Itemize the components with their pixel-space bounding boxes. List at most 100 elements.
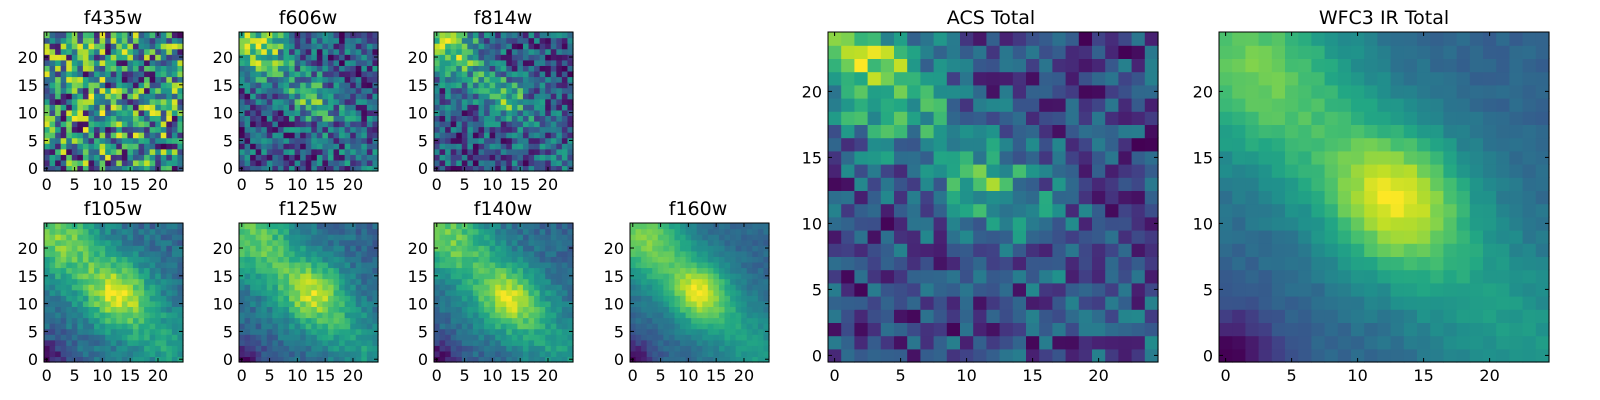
heatmap-cell [735,245,742,252]
heatmap-cell [244,350,251,358]
heatmap-cell [127,311,134,319]
heatmap-cell [239,306,246,313]
heatmap-cell [545,132,552,139]
heatmap-cell [495,256,502,263]
heatmap-cell [105,289,112,296]
heatmap-cell [99,334,106,341]
heatmap-cell [171,70,179,78]
heatmap-cell [707,256,714,263]
heatmap-cell [300,239,307,246]
heatmap-cell [250,273,257,280]
heatmap-cell [244,109,251,116]
heatmap-cell [121,104,128,111]
heatmap-cell [539,345,546,352]
heatmap-cell [445,289,452,296]
heatmap-cell [439,295,446,302]
heatmap-cell [239,159,246,167]
heatmap-cell [244,228,251,235]
heatmap-cell [484,267,491,274]
heatmap-cell [561,300,569,307]
heatmap-cell [77,132,84,139]
heatmap-cell [517,65,524,72]
heatmap-cell [272,70,279,78]
heatmap-cell [294,54,301,61]
heatmap-cell [322,98,329,105]
heatmap-cell [149,245,156,252]
heatmap-cell [550,37,557,44]
heatmap-cell [116,223,123,230]
heatmap-cell [99,256,106,263]
heatmap-cell [244,82,251,89]
heatmap-cell [350,239,357,246]
heatmap-cell [333,273,340,280]
heatmap-cell [472,65,480,72]
heatmap-cell [467,76,474,83]
heatmap-cell [55,143,62,150]
heatmap-cell [171,54,179,61]
heatmap-cell [461,70,468,78]
heatmap-cell [105,295,112,302]
heatmap-cell [680,295,687,302]
heatmap-cell [127,245,134,252]
heatmap-cell [630,350,637,358]
heatmap-cell [366,54,374,61]
heatmap-cell [724,317,731,324]
heatmap-cell [49,126,56,133]
heatmap-cell [316,284,323,291]
heatmap-cell [333,137,340,144]
heatmap-cell [261,87,268,94]
heatmap-cell [88,70,95,78]
heatmap-cell [713,256,720,263]
heatmap-cell [506,43,513,50]
heatmap-cell [467,59,474,66]
heatmap-cell [713,228,720,235]
heatmap-cell [674,289,681,296]
heatmap-cell [316,109,323,116]
heatmap-cell [545,137,552,144]
heatmap-cell [1131,230,1146,244]
heatmap-cell [255,120,262,128]
heatmap-cell [261,115,268,122]
heatmap-cell [567,65,574,72]
heatmap-cell [177,334,184,341]
heatmap-cell [506,37,513,44]
heatmap-cell [305,339,312,346]
heatmap-cell [294,273,301,280]
heatmap-cell [355,59,362,66]
heatmap-cell [239,256,246,263]
heatmap-cell [434,261,441,269]
heatmap-cell [82,126,90,133]
heatmap-cell [171,76,179,83]
heatmap-cell [339,339,346,346]
heatmap-cell [305,250,312,257]
heatmap-cell [77,154,84,161]
heatmap-cell [668,295,676,302]
heatmap-cell [511,82,518,89]
heatmap-cell [534,132,541,139]
heatmap-cell [867,230,882,244]
heatmap-cell [289,93,296,100]
heatmap-cell [305,165,312,172]
heatmap-cell [66,120,73,128]
heatmap-cell [177,267,184,274]
heatmap-cell [149,300,156,307]
x-tick-label: 0 [42,175,52,194]
heatmap-cell [361,126,368,133]
heatmap-cell [674,234,681,241]
heatmap-cell [99,132,106,139]
heatmap-cell [149,256,156,263]
heatmap-cell [567,234,574,241]
heatmap-cell [166,250,173,257]
heatmap-cell [933,177,948,191]
heatmap-cell [366,284,374,291]
heatmap-cell [539,356,546,363]
heatmap-cell [372,98,379,105]
heatmap-cell [668,289,676,296]
heatmap-cell [511,239,518,246]
y-tick-label: 10 [604,295,624,314]
heatmap-cell [160,289,167,296]
heatmap-cell [1026,243,1040,257]
heatmap-cell [361,345,368,352]
heatmap-cell [561,165,569,172]
heatmap-cell [261,159,268,167]
